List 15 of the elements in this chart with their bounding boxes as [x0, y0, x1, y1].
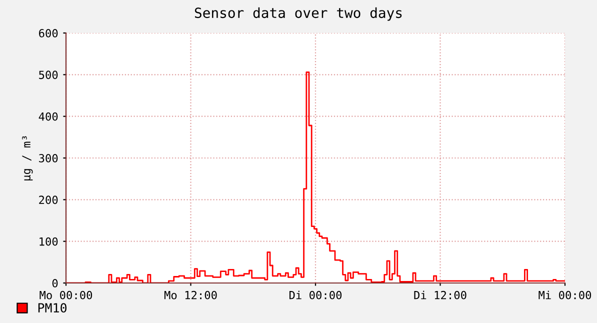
- chart-title: Sensor data over two days: [194, 7, 402, 21]
- y-tick-label: 300: [39, 154, 58, 162]
- x-tick-label: Mo 12:00: [164, 290, 217, 300]
- y-tick-label: 500: [39, 70, 58, 80]
- x-tick-label: Di 00:00: [289, 290, 342, 300]
- x-tick-label: Mi 00:00: [538, 290, 592, 300]
- y-tick-label: 400: [38, 112, 58, 121]
- y-tick-label: 100: [40, 237, 58, 246]
- legend-label: PM10: [38, 303, 67, 313]
- y-tick-label: 600: [39, 29, 58, 38]
- x-tick-label: Mo 00:00: [40, 290, 92, 300]
- y-tick-label: 200: [39, 196, 58, 204]
- y-axis-title: µg / m³: [22, 136, 33, 180]
- x-tick-label: Di 12:00: [414, 290, 466, 300]
- y-tick-label: 0: [52, 279, 58, 288]
